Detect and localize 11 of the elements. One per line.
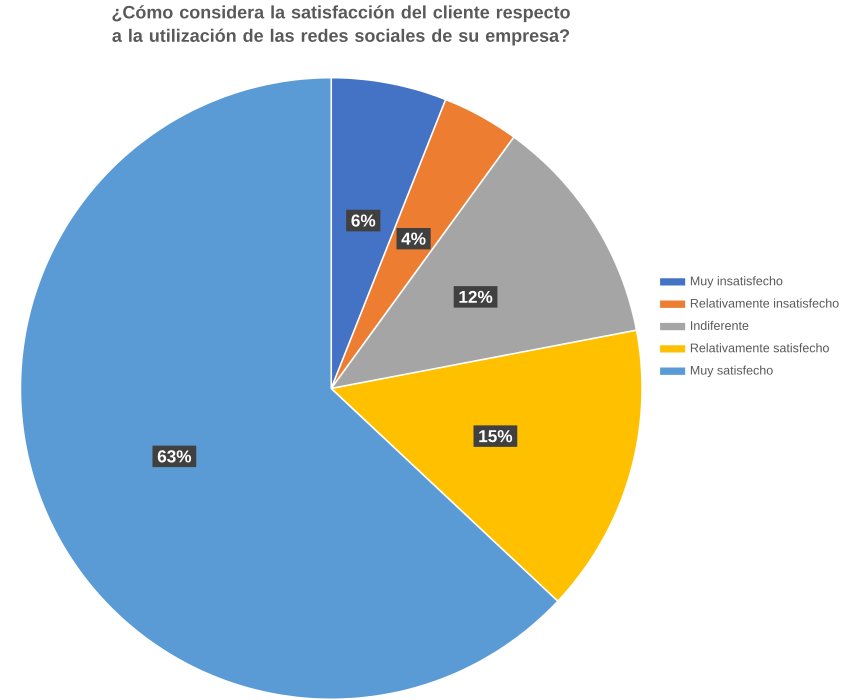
data-label: 15% bbox=[479, 430, 512, 442]
legend-label: Muy insatisfecho bbox=[690, 276, 782, 288]
legend-label: Muy satisfecho bbox=[690, 365, 773, 378]
data-label: 63% bbox=[158, 450, 192, 462]
legend-label: Relativamente insatisfecho bbox=[690, 298, 839, 308]
data-label: 6% bbox=[352, 214, 376, 227]
legend-label: Indiferente bbox=[691, 320, 748, 330]
data-label: 12% bbox=[459, 290, 492, 303]
chart-title: ¿Cómo considera la satisfacción del cliente respecto a la utilización de las redes sociales de su empresa? bbox=[112, 5, 570, 46]
data-label: 4% bbox=[401, 232, 426, 245]
legend-label: Relativamente satisfecho bbox=[690, 343, 829, 352]
